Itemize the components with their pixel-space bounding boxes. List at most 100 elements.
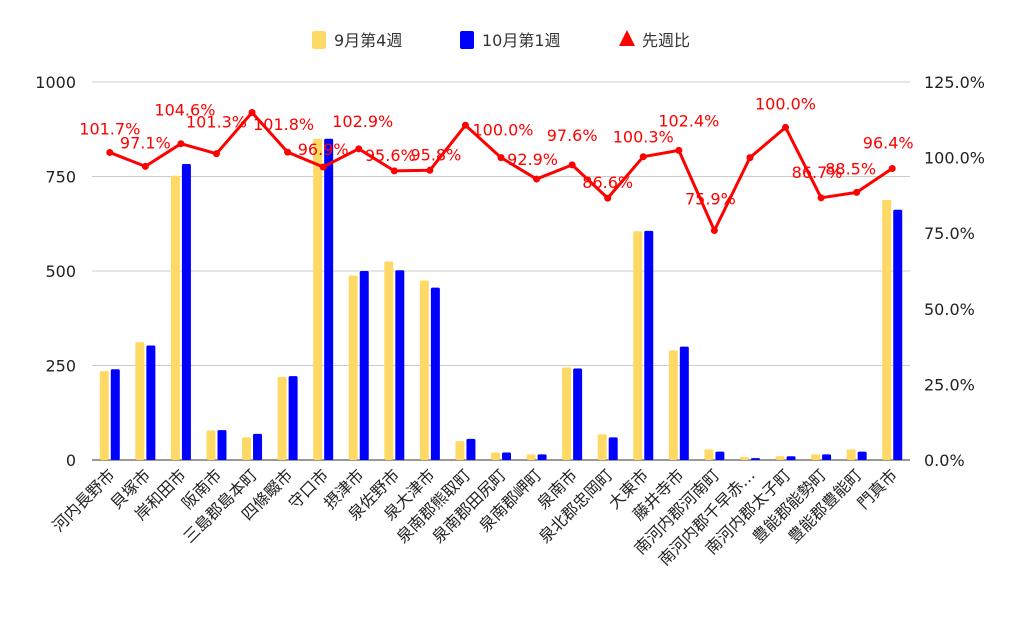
- ratio-data-label: 102.4%: [658, 111, 719, 130]
- ratio-point: [817, 194, 825, 202]
- bar: [704, 449, 714, 460]
- data-labels: 101.7%97.1% 104.6%101.3% 101.8% 96.9% 102.9%…: [79, 94, 913, 208]
- bar: [324, 138, 334, 460]
- bar: [715, 451, 725, 460]
- right-axis: 0.0% 25.0% 50.0% 75.0% 100.0% 125.0%: [924, 73, 985, 470]
- bar: [313, 138, 323, 460]
- ratio-data-label: 100.0%: [755, 94, 816, 113]
- ratio-point: [533, 175, 541, 183]
- bar: [181, 164, 191, 460]
- right-tick-label: 25.0%: [924, 375, 975, 394]
- ratio-data-label: 97.1%: [120, 133, 171, 152]
- bar: [110, 369, 120, 460]
- right-tick-label: 50.0%: [924, 300, 975, 319]
- ratio-point: [746, 154, 754, 162]
- ratio-data-label: 96.9%: [298, 140, 349, 159]
- ratio-point: [461, 121, 469, 129]
- bar: [893, 209, 903, 460]
- ratio-data-label: 102.9%: [332, 112, 393, 131]
- category-label: 守口市: [285, 465, 332, 512]
- ratio-point: [106, 148, 114, 156]
- ratio-data-label: 86.6%: [582, 173, 633, 192]
- bar: [750, 458, 760, 460]
- bar: [170, 175, 180, 460]
- bar: [99, 371, 109, 460]
- ratio-point: [390, 167, 398, 175]
- bar: [786, 456, 796, 460]
- bar: [857, 451, 867, 460]
- ratio-data-label: 95.8%: [410, 145, 461, 164]
- bar: [384, 261, 394, 460]
- bar: [502, 452, 511, 460]
- bar: [644, 230, 654, 460]
- bar: [466, 438, 476, 460]
- bar: [395, 270, 405, 460]
- ratio-point: [639, 153, 647, 161]
- ratio-point: [177, 140, 185, 148]
- left-tick-label: 0: [66, 451, 76, 470]
- ratio-point: [141, 162, 149, 170]
- ratio-point: [426, 166, 434, 174]
- bar: [668, 350, 678, 460]
- bar: [419, 280, 429, 460]
- bar: [562, 367, 572, 460]
- bar: [822, 454, 832, 460]
- gridlines: [92, 81, 910, 461]
- ratio-point: [497, 154, 505, 162]
- bar: [359, 271, 369, 460]
- bars: [99, 138, 903, 460]
- ratio-data-label: 100.3%: [613, 128, 674, 147]
- left-axis: 0 250 500 750 1000: [35, 73, 76, 470]
- ratio-point: [284, 148, 292, 156]
- bar: [288, 376, 298, 460]
- ratio-point: [248, 109, 256, 117]
- left-tick-label: 500: [45, 262, 76, 281]
- category-label: 門真市: [854, 465, 901, 512]
- ratio-point: [782, 123, 790, 131]
- right-tick-label: 100.0%: [924, 149, 985, 168]
- bar: [573, 368, 583, 460]
- ratio-data-label: 88.5%: [825, 159, 876, 178]
- ratio-data-label: 96.4%: [863, 133, 914, 152]
- bar: [491, 452, 500, 460]
- legend: 9月第4週 10月第1週 先週比: [312, 30, 690, 50]
- left-tick-label: 750: [45, 168, 76, 187]
- right-tick-label: 0.0%: [924, 451, 965, 470]
- legend-swatch: [312, 31, 326, 49]
- ratio-data-label: 92.9%: [507, 150, 558, 169]
- bar: [811, 454, 821, 460]
- bar: [217, 430, 227, 460]
- legend-triangle-icon: [619, 30, 635, 46]
- bar: [277, 376, 287, 460]
- left-tick-label: 250: [45, 357, 76, 376]
- ratio-data-label: 75.9%: [685, 189, 736, 208]
- ratio-data-label: 97.6%: [547, 126, 598, 145]
- bar: [679, 346, 689, 460]
- ratio-point: [319, 163, 327, 171]
- bar: [206, 430, 216, 460]
- bar: [455, 441, 465, 460]
- ratio-point: [568, 161, 576, 169]
- ratio-data-label: 101.8%: [253, 115, 314, 134]
- ratio-data-label: 86.7%: [792, 163, 843, 182]
- bar: [430, 287, 440, 460]
- ratio-point: [675, 146, 683, 154]
- bar: [537, 454, 547, 460]
- ratio-data-label: 101.7%: [79, 119, 140, 138]
- ratio-point: [888, 164, 896, 172]
- x-axis: 河内長野市貝塚市岸和田市阪南市三島郡島本町四條畷市守口市摂津市泉佐野市泉大津市泉…: [49, 465, 901, 569]
- ratio-data-label: 95.6%: [365, 146, 416, 165]
- bar: [135, 342, 145, 460]
- bar: [146, 345, 156, 460]
- ratio-data-label: 100.0%: [472, 121, 533, 140]
- bar: [526, 454, 536, 460]
- bar: [608, 437, 618, 460]
- bar: [846, 449, 856, 460]
- ratio-data-label: 104.6%: [154, 101, 215, 120]
- bar: [775, 456, 785, 460]
- ratio-line: [106, 109, 896, 234]
- legend-label: 9月第4週: [334, 31, 402, 50]
- bar: [882, 199, 892, 460]
- ratio-point: [355, 145, 363, 153]
